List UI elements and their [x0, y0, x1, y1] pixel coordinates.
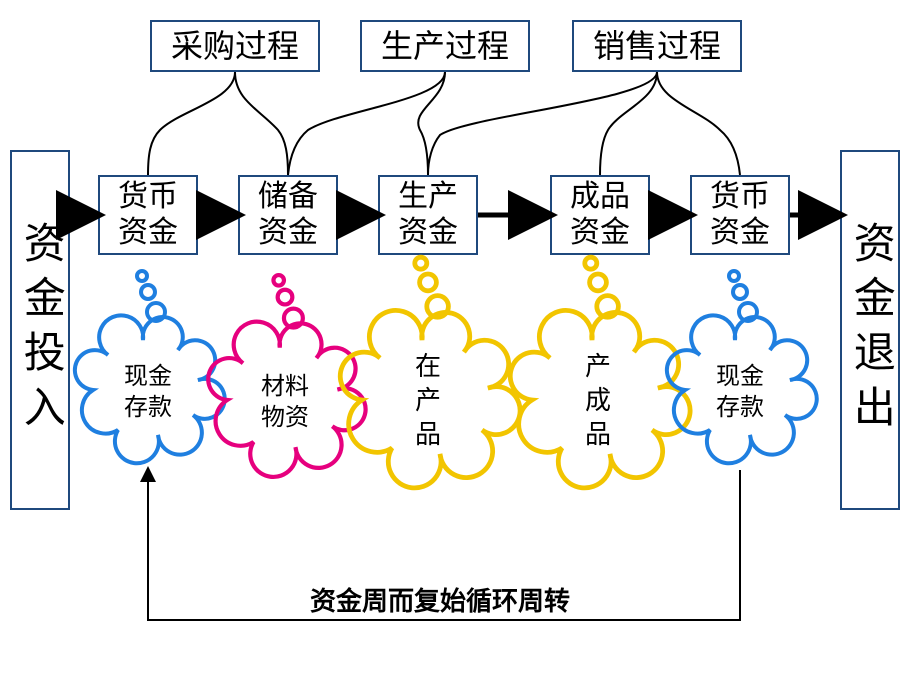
fund2-line2: 资金: [258, 215, 318, 251]
box-fund4: 成品 资金: [550, 175, 650, 255]
cloud2-label: 材料 物资: [245, 372, 325, 434]
proc3-label: 销售过程: [593, 27, 721, 65]
cloud3-label: 在 产 品: [408, 350, 448, 451]
braces: [148, 72, 740, 175]
cloud4-label: 产 成 品: [578, 350, 618, 451]
fund1-line2: 资金: [118, 215, 178, 251]
diagram-stage: 资金投入 资金退出 货币 资金 储备 资金 生产 资金 成品 资金 货币 资金 …: [0, 0, 920, 690]
box-fund1: 货币 资金: [98, 175, 198, 255]
fund1-line1: 货币: [118, 179, 178, 215]
box-fund5: 货币 资金: [690, 175, 790, 255]
fund2-line1: 储备: [258, 179, 318, 215]
loop-label: 资金周而复始循环周转: [280, 585, 600, 619]
fund5-line1: 货币: [710, 179, 770, 215]
fund3-line2: 资金: [398, 215, 458, 251]
box-proc2: 生产过程: [360, 20, 530, 72]
cloud5-label: 现金 存款: [700, 362, 780, 424]
box-proc1: 采购过程: [150, 20, 320, 72]
proc2-label: 生产过程: [381, 27, 509, 65]
fund3-line1: 生产: [398, 179, 458, 215]
label-invest: 资金投入: [15, 221, 65, 439]
cloud1-label: 现金 存款: [108, 362, 188, 424]
box-exit: 资金退出: [840, 150, 900, 510]
box-invest: 资金投入: [10, 150, 70, 510]
box-fund3: 生产 资金: [378, 175, 478, 255]
proc1-label: 采购过程: [171, 27, 299, 65]
fund4-line1: 成品: [570, 179, 630, 215]
box-fund2: 储备 资金: [238, 175, 338, 255]
box-proc3: 销售过程: [572, 20, 742, 72]
fund4-line2: 资金: [570, 215, 630, 251]
fund5-line2: 资金: [710, 215, 770, 251]
label-exit: 资金退出: [845, 221, 895, 439]
